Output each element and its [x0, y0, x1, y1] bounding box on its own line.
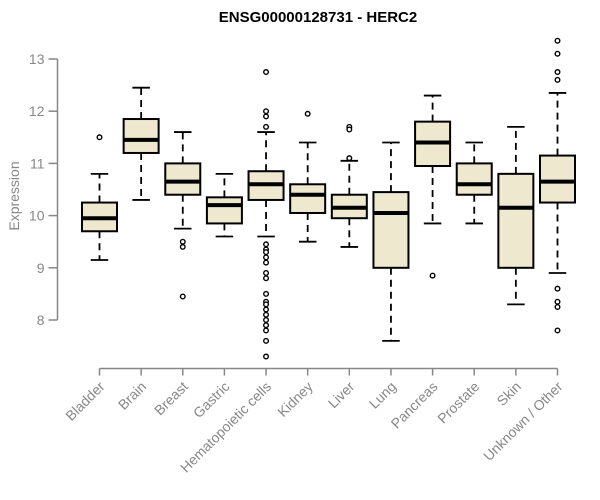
x-axis-tick-label: Liver — [325, 378, 358, 411]
boxplot-bladder — [81, 134, 118, 261]
x-axis-tick-label: Brain — [115, 378, 149, 412]
chart-title: ENSG00000128731 - HERC2 — [218, 9, 418, 26]
outlier-point — [263, 241, 270, 248]
boxplot-breast — [164, 131, 202, 300]
outlier-point — [304, 110, 311, 117]
outlier-point — [179, 243, 186, 250]
box — [455, 162, 493, 196]
outlier-point — [263, 337, 270, 344]
outlier-point — [263, 322, 270, 329]
outlier-point — [179, 238, 186, 245]
boxplot-skin — [497, 125, 535, 306]
outlier-point — [554, 298, 561, 305]
outlier-point — [263, 311, 270, 318]
box — [289, 183, 327, 214]
outlier-point — [263, 306, 270, 313]
boxplot-hematopoietic-cells — [247, 69, 285, 360]
box — [497, 172, 535, 269]
x-axis-tick-label: Kidney — [274, 378, 316, 420]
boxplot-prostate — [455, 141, 493, 225]
boxplot-pancreas — [414, 94, 452, 279]
outlier-point — [554, 37, 561, 44]
y-axis-tick-label: 9 — [37, 260, 45, 276]
y-axis-tick-label: 13 — [29, 51, 45, 67]
outlier-point — [346, 126, 353, 133]
box — [164, 162, 202, 196]
outlier-point — [263, 275, 270, 282]
outlier-point — [554, 327, 561, 334]
box — [539, 154, 576, 204]
y-axis-tick-label: 11 — [30, 155, 45, 171]
boxplot-kidney — [289, 110, 327, 243]
x-axis-tick-label: Bladder — [62, 378, 108, 424]
boxplot-liver — [330, 123, 368, 248]
outlier-point — [263, 353, 270, 360]
y-axis-tick-label: 12 — [29, 103, 45, 119]
x-axis-tick-label: Lung — [366, 378, 399, 411]
outlier-point — [263, 108, 270, 115]
y-axis-tick-label: 10 — [29, 208, 45, 224]
x-axis-tick-label: Breast — [151, 378, 191, 418]
outlier-point — [263, 317, 270, 324]
boxplot-gastric — [205, 172, 243, 238]
outlier-point — [263, 123, 270, 130]
outlier-point — [263, 327, 270, 334]
outlier-point — [554, 76, 561, 83]
outlier-point — [554, 69, 561, 76]
y-axis-tick-label: 8 — [37, 312, 45, 328]
x-axis-tick-label: Skin — [493, 378, 524, 409]
boxplot-lung — [372, 141, 410, 342]
outlier-point — [263, 270, 270, 277]
outlier-point — [263, 254, 270, 261]
outlier-point — [179, 293, 186, 300]
outlier-point — [263, 113, 270, 120]
outlier-point — [263, 69, 270, 76]
box — [122, 118, 160, 154]
outlier-point — [263, 301, 270, 308]
outlier-point — [554, 303, 561, 310]
outlier-point — [263, 290, 270, 297]
outlier-point — [554, 285, 561, 292]
outlier-point — [554, 50, 561, 57]
boxplot-unknown-other — [539, 37, 576, 334]
outlier-point — [96, 134, 103, 141]
outlier-point — [429, 272, 436, 279]
outlier-point — [263, 259, 270, 266]
boxplot-brain — [122, 86, 160, 201]
x-axis-tick-label: Prostate — [434, 378, 482, 426]
box — [372, 191, 410, 269]
box — [205, 196, 243, 225]
x-axis-tick-label: Unknown / Other — [480, 378, 566, 464]
outlier-point — [346, 155, 353, 162]
outlier-point — [263, 249, 270, 256]
